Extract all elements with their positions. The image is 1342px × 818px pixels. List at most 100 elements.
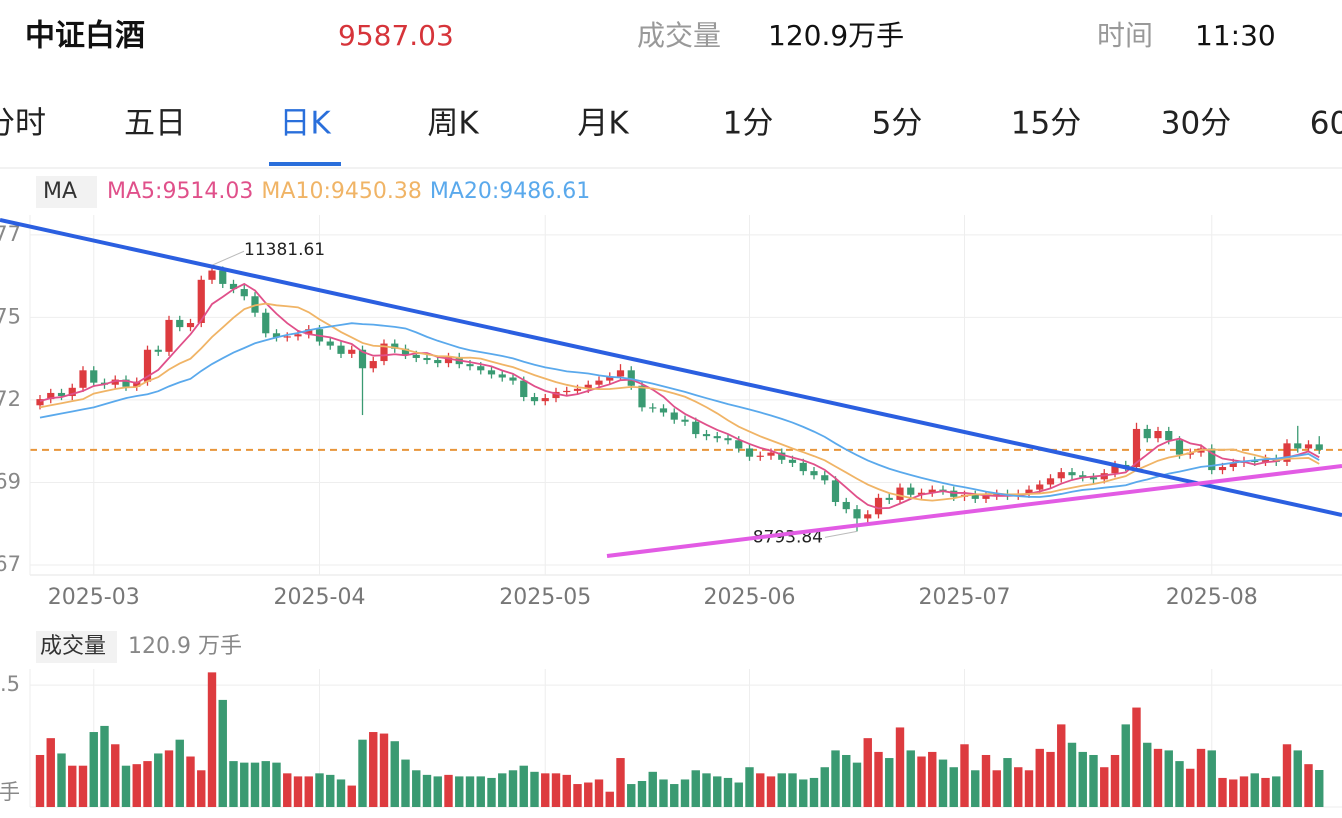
- x-tick-label: 2025-08: [1166, 585, 1258, 610]
- volume-bar: [261, 761, 270, 807]
- candle-body: [272, 333, 281, 338]
- candle-body: [444, 356, 453, 364]
- ma-line: [39, 322, 1320, 498]
- volume-bar: [594, 779, 604, 807]
- candle-body: [1036, 484, 1044, 490]
- volume-bar: [46, 738, 55, 807]
- volume-bar: [820, 767, 829, 807]
- tag-box: [36, 631, 117, 663]
- volume-bar: [885, 758, 894, 807]
- volume-bar: [659, 779, 668, 807]
- candle-body: [864, 514, 872, 519]
- y-tick-label: 手: [0, 780, 20, 804]
- volume-bar: [895, 727, 905, 807]
- tab[interactable]: 1分: [723, 106, 774, 142]
- volume-bar: [1315, 770, 1324, 807]
- time-caption: 时间: [1097, 19, 1153, 52]
- volume-bar: [390, 741, 399, 807]
- max-label: 11381.61: [244, 240, 325, 260]
- volume-bar: [240, 762, 249, 807]
- tab[interactable]: 周K: [427, 106, 479, 142]
- volume-bar: [799, 779, 808, 807]
- volume-bar: [702, 773, 711, 807]
- candle-body: [874, 497, 883, 515]
- trendline: [606, 464, 1342, 558]
- candle-body: [1068, 472, 1076, 476]
- volume-bar: [1175, 761, 1184, 807]
- tab[interactable]: 分时: [0, 106, 46, 142]
- volume-bar: [1293, 750, 1302, 807]
- tab[interactable]: 15分: [1011, 106, 1081, 142]
- candle-body: [219, 270, 227, 284]
- volume-bar: [960, 744, 969, 807]
- volume-bar: [788, 773, 797, 807]
- volume-bar: [336, 779, 346, 807]
- candle-body: [692, 421, 700, 435]
- candle-body: [90, 370, 98, 383]
- volume-bar: [89, 732, 98, 807]
- volume-bar: [1014, 767, 1023, 807]
- ma-line: [39, 302, 1320, 502]
- volume-bar: [100, 725, 109, 807]
- candle-body: [659, 408, 668, 413]
- candle-body: [530, 397, 539, 402]
- volume-bar: [1261, 777, 1270, 807]
- tab[interactable]: 5分: [872, 106, 923, 142]
- candle-body: [756, 455, 764, 457]
- tab-underline: [269, 162, 341, 166]
- volume-bar: [1003, 758, 1012, 807]
- tab[interactable]: 日K: [279, 106, 331, 142]
- candle-body: [391, 343, 399, 349]
- volume-bar: [637, 780, 647, 807]
- tab[interactable]: 30分: [1161, 106, 1231, 142]
- candle-body: [1208, 448, 1216, 471]
- candle-body: [487, 370, 496, 375]
- volume-bar: [745, 767, 754, 807]
- tab[interactable]: 60分: [1310, 106, 1342, 142]
- volume-bar: [1196, 748, 1206, 807]
- candle-body: [541, 398, 549, 402]
- candle-body: [767, 452, 775, 456]
- volume-bar: [648, 771, 657, 807]
- volume-bar: [293, 776, 303, 807]
- volume-bar: [1218, 777, 1227, 807]
- volume-bar: [121, 765, 131, 807]
- tab[interactable]: 月K: [577, 106, 629, 142]
- volume-bar: [369, 732, 378, 807]
- index-name: 中证白酒: [25, 19, 145, 54]
- volume-bar: [132, 764, 141, 807]
- candle-body: [584, 384, 592, 389]
- volume-bar: [412, 770, 421, 807]
- candle-body: [326, 341, 334, 346]
- volume-bar: [315, 773, 324, 807]
- candle-body: [143, 349, 152, 382]
- x-tick-label: 2025-03: [48, 585, 140, 610]
- candle-body: [1046, 478, 1055, 485]
- volume-bar: [304, 776, 313, 807]
- volume-bar: [1078, 751, 1087, 807]
- candle-body: [745, 448, 754, 457]
- volume-bar: [874, 751, 883, 807]
- y-tick-label: 77: [0, 222, 21, 246]
- candle-body: [1261, 458, 1270, 462]
- candle-body: [47, 392, 55, 400]
- volume-bar: [713, 776, 722, 807]
- candle-body: [154, 349, 162, 352]
- candle-body: [133, 381, 141, 387]
- candle-body: [36, 399, 44, 406]
- volume-bar: [433, 776, 442, 807]
- x-tick-label: 2025-06: [704, 585, 796, 610]
- volume-bar: [852, 762, 862, 807]
- volume-bar: [358, 739, 367, 807]
- candle-body: [831, 480, 840, 502]
- candle-body: [853, 509, 861, 519]
- volume-bar: [283, 773, 292, 807]
- tab[interactable]: 五日: [124, 106, 186, 142]
- candle-body: [1154, 431, 1162, 439]
- candle-body: [702, 434, 711, 437]
- tag-box: [36, 176, 97, 208]
- volume-bar: [777, 773, 786, 807]
- candle-body: [79, 370, 87, 388]
- volume-bar: [938, 759, 948, 807]
- candle-body: [1229, 462, 1237, 467]
